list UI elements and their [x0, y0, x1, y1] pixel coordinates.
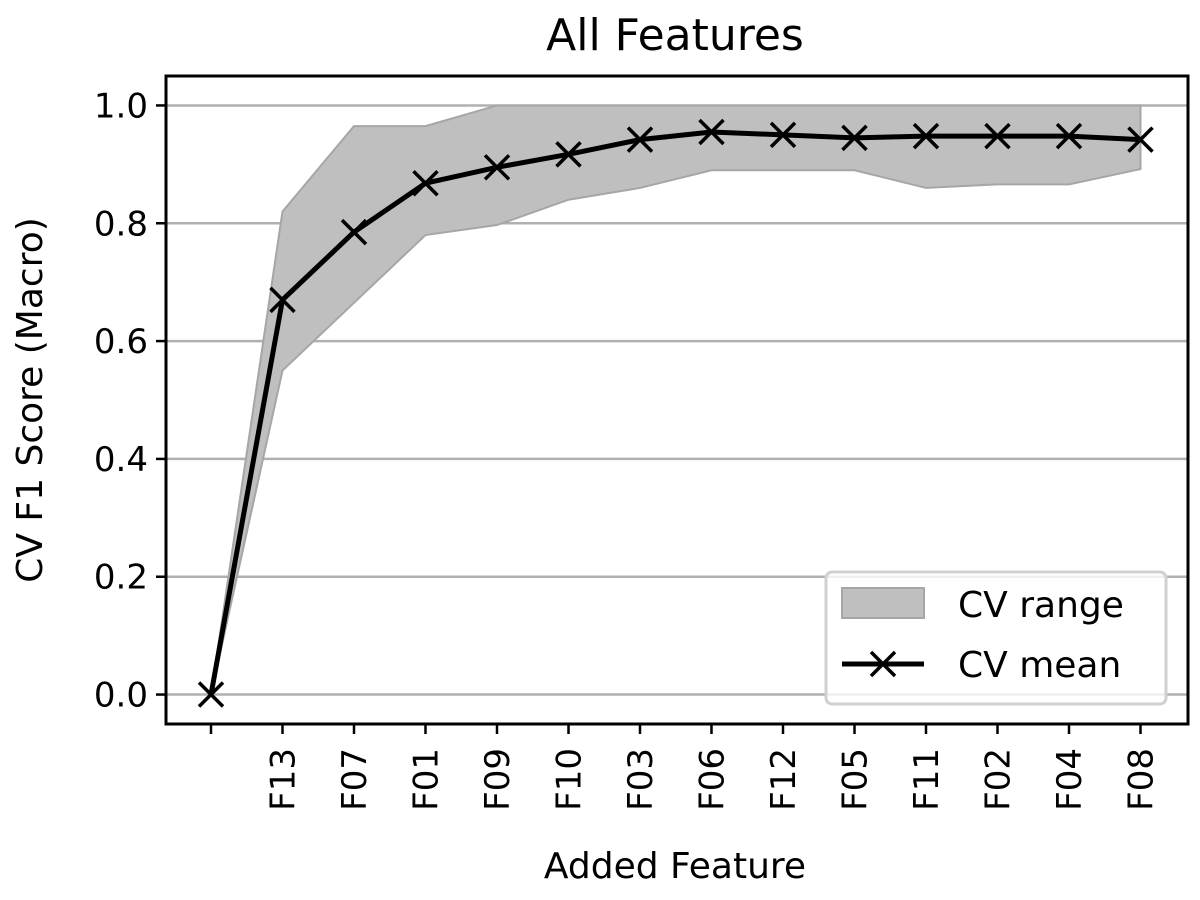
legend-swatch-cv-mean-marker	[869, 650, 897, 678]
legend-label-cv-mean: CV mean	[958, 645, 1121, 686]
x-tick-label: F02	[979, 748, 1019, 811]
cv-mean-marker	[626, 126, 654, 153]
x-tick-label: F11	[907, 748, 947, 811]
y-axis: 0.0 0.2 0.4 0.6 0.8 1.0	[94, 86, 166, 716]
cv-mean-marker	[555, 141, 582, 168]
y-tick-label: 0.6	[94, 322, 148, 362]
cv-mean-marker	[1055, 122, 1083, 150]
y-tick-label: 0.2	[94, 558, 148, 598]
x-tick-label: F04	[1050, 748, 1090, 811]
cv-mean-line	[208, 129, 1141, 695]
cv-mean-marker	[1127, 126, 1154, 153]
y-tick-label: 1.0	[94, 86, 148, 126]
x-axis-label: Added Feature	[544, 846, 806, 887]
x-tick-label: F12	[764, 748, 804, 811]
x-tick-label: F07	[335, 748, 375, 811]
cv-mean-marker	[483, 154, 511, 181]
x-tick-label: F09	[478, 748, 518, 811]
x-tick-label: F13	[264, 748, 304, 811]
cv-mean-marker	[698, 118, 725, 146]
cv-mean-marker	[984, 122, 1011, 150]
x-tick-label: F08	[1122, 748, 1162, 811]
y-axis-label: CV F1 Score (Macro)	[10, 217, 51, 583]
y-tick-label: 0.8	[94, 204, 148, 244]
legend-swatch-cv-range	[841, 587, 925, 619]
x-tick-label: F01	[407, 748, 447, 811]
x-tick-label: F10	[550, 748, 590, 811]
cv-mean-marker	[340, 218, 368, 246]
cv-mean-marker	[769, 121, 797, 149]
cv-mean-marker	[841, 124, 868, 152]
y-tick-label: 0.4	[94, 440, 148, 480]
cv-mean-marker	[912, 122, 940, 150]
legend: CV range CV mean	[824, 570, 1168, 706]
cv-mean-marker	[269, 286, 296, 314]
x-tick-label: F05	[836, 748, 876, 811]
x-tick-label: F06	[693, 748, 733, 811]
series-group	[197, 118, 1154, 708]
y-tick-label: 0.0	[94, 676, 148, 716]
legend-label-cv-range: CV range	[958, 585, 1124, 626]
plot-frame	[164, 74, 1190, 726]
cv-mean-marker	[412, 169, 439, 197]
x-tick-label: F03	[621, 748, 661, 811]
cv-mean-marker	[197, 681, 225, 708]
chart-title: All Features	[546, 10, 804, 61]
x-axis: F13 F07 F01 F09 F10 F03 F06 F12 F05 F11 F02 F04 F08	[209, 724, 1162, 811]
